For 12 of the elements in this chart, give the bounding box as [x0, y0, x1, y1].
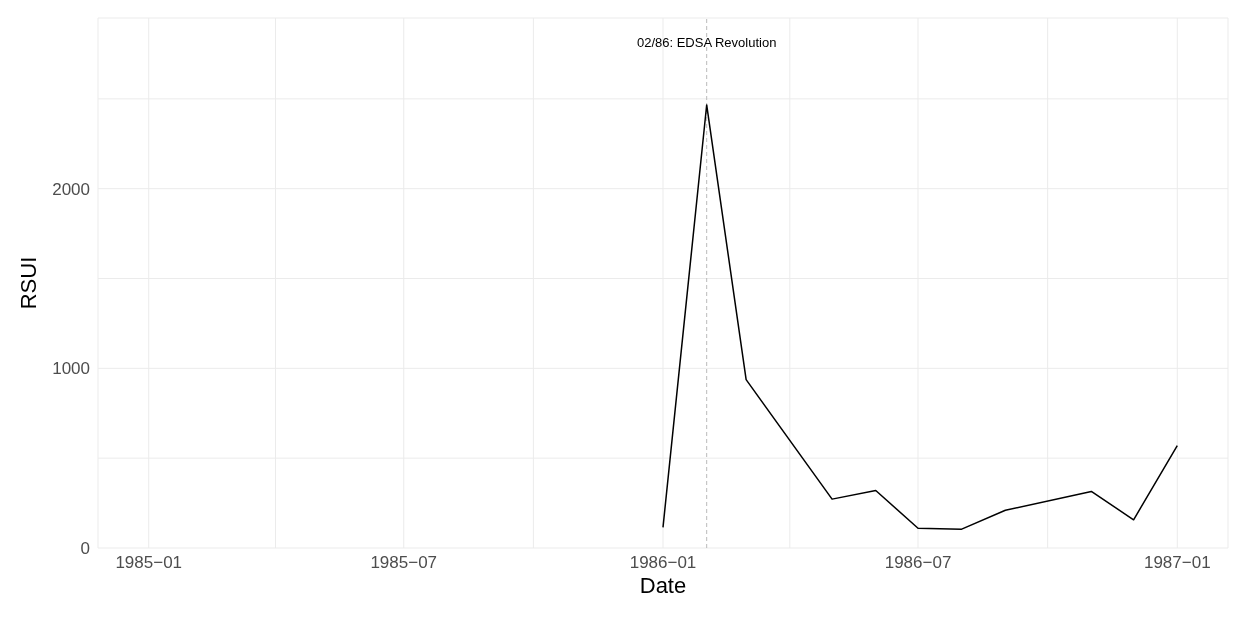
y-axis-title: RSUI [15, 256, 41, 310]
x-tick-label: 1985−01 [115, 553, 183, 573]
x-tick-label: 1985−07 [370, 553, 438, 573]
x-tick-label: 1986−01 [629, 553, 697, 573]
y-tick-label: 2000 [52, 179, 90, 199]
line-series [662, 104, 1179, 530]
x-tick-label: 1986−07 [884, 553, 952, 573]
x-tick-label: 1987−01 [1143, 553, 1211, 573]
y-tick-label: 0 [80, 539, 90, 559]
x-axis-title: Date [639, 573, 687, 598]
ref-line-label: 02/86: EDSA Revolution [636, 35, 777, 51]
y-tick-label: 1000 [52, 359, 90, 379]
